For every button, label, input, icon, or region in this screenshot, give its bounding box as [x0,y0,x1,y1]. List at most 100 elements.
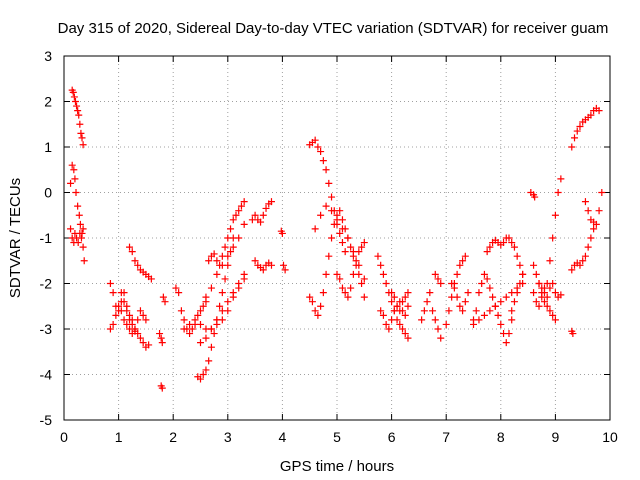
data-point [67,179,75,187]
data-point [267,198,275,206]
data-point [494,311,502,319]
data-point [546,307,554,315]
data-point [510,298,518,306]
data-point [322,166,330,174]
data-point [576,123,584,131]
data-point [486,284,494,292]
data-point [180,316,188,324]
data-point [347,243,355,251]
data-point [77,234,85,242]
data-point [418,316,426,324]
data-point [491,302,499,310]
x-tick-label: 8 [497,429,505,445]
data-point [194,311,202,319]
data-point [306,293,314,301]
data-point [73,102,81,110]
data-point [587,111,595,119]
data-point [317,302,325,310]
data-point [314,311,322,319]
data-point [360,275,368,283]
data-point [450,284,458,292]
data-point [551,316,559,324]
chart-title: Day 315 of 2020, Sidereal Day-to-day VTE… [58,20,609,37]
data-point [106,325,114,333]
data-point [573,127,581,135]
data-point [598,189,606,196]
data-point [197,375,204,383]
data-point [592,220,600,228]
data-point [126,316,134,324]
data-point [79,243,87,251]
data-point [429,307,437,315]
data-point [551,289,559,297]
data-point [237,202,245,210]
data-point [308,298,316,306]
data-point [461,252,469,260]
data-point [80,257,88,265]
data-point [213,270,221,278]
data-point [157,334,165,342]
data-point [475,289,483,297]
data-point [508,316,516,324]
y-tick-label: -1 [40,230,53,246]
data-point [235,207,243,215]
data-point [557,175,565,183]
data-point [158,384,166,392]
data-point [519,270,527,278]
data-point [475,316,483,324]
data-point [543,302,551,310]
data-point [404,334,412,342]
data-point [584,207,592,215]
data-point [360,293,368,301]
data-point [480,270,488,278]
data-point [126,243,134,251]
data-point [145,341,153,349]
grid [64,56,610,420]
data-point [128,248,136,256]
data-point [325,179,333,187]
x-tick-label: 1 [115,429,123,445]
data-point [328,207,336,215]
data-point [448,280,456,287]
x-tick-label: 10 [602,429,618,445]
data-point [202,334,210,342]
data-point [136,334,144,342]
data-point [344,293,352,301]
data-point [325,252,333,260]
data-point [147,275,155,283]
data-point [251,211,259,219]
data-point [186,320,194,328]
data-point [349,252,357,260]
data-point [472,307,480,315]
data-points [67,86,606,392]
data-point [136,307,144,315]
data-point [480,311,488,319]
data-point [500,239,508,247]
data-point [388,316,396,324]
data-point [399,325,407,333]
data-point [341,248,349,256]
data-point [106,280,114,287]
axis-ticks: 0 1 2 3 4 5 6 7 8 9 10 -5 -4 -3 -2 -1 0 1 2 3 [40,48,618,445]
data-point [336,207,344,215]
data-point [317,211,325,219]
data-point [595,107,603,115]
data-point [159,293,167,301]
data-point [489,293,497,301]
data-point [535,302,543,310]
data-point [216,261,224,269]
data-point [109,320,117,328]
data-point [75,111,83,119]
data-point [549,311,557,319]
data-point [232,211,240,219]
data-point [328,234,336,242]
data-point [229,289,237,297]
data-point [76,220,84,228]
data-point [71,98,79,105]
data-point [227,248,235,256]
data-point [235,280,243,287]
y-tick-label: -5 [40,412,53,428]
data-point [360,239,368,247]
data-point [120,298,128,306]
data-point [464,289,472,297]
